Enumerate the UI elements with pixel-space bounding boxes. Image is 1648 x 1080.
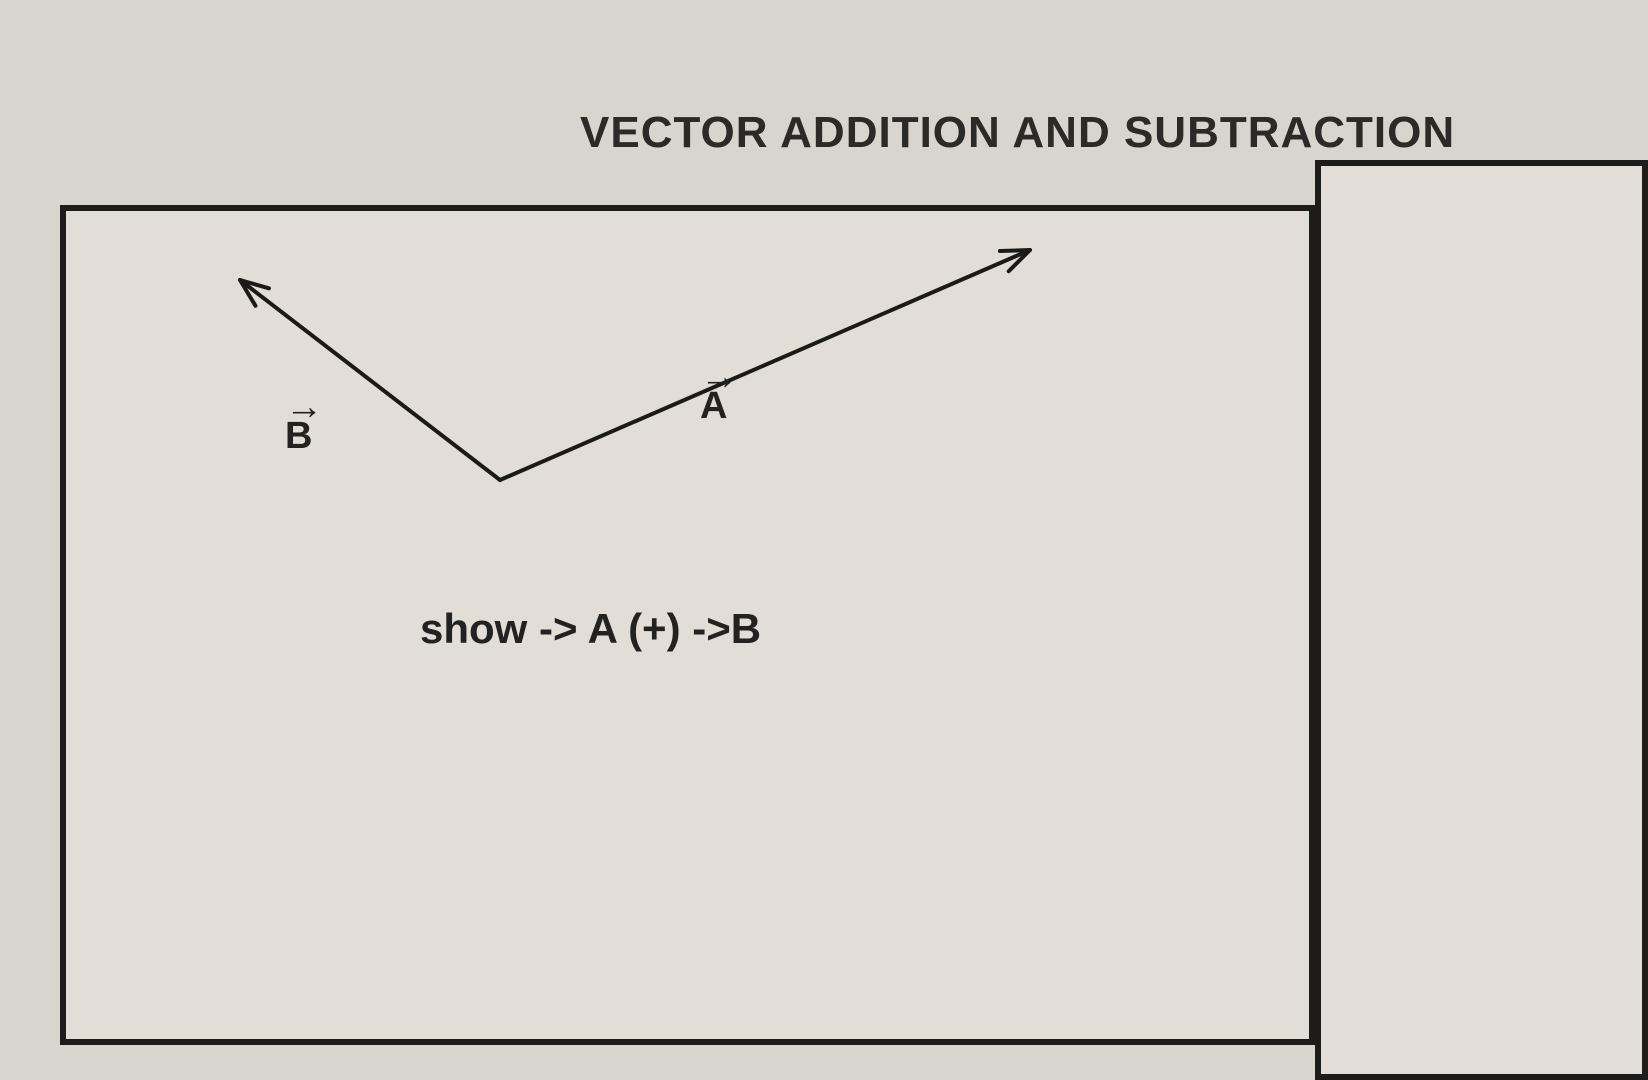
vector-B	[240, 280, 500, 480]
vector-A-label-text: A	[700, 385, 727, 427]
vector-B-label: → B	[285, 400, 321, 458]
vector-A-label: → A	[700, 370, 736, 428]
instruction-text: show -> A (+) ->B	[420, 605, 761, 653]
vector-B-line	[240, 280, 500, 480]
vector-svg	[0, 0, 1648, 1080]
vector-A-line	[500, 250, 1030, 480]
vector-A	[500, 250, 1030, 480]
instruction-text-value: show -> A (+) ->B	[420, 605, 761, 652]
page: VECTOR ADDITION AND SUBTRACTION → A → B …	[0, 0, 1648, 1080]
arrow-over-icon: →	[285, 400, 321, 415]
vector-B-label-text: B	[285, 415, 312, 457]
arrow-over-icon: →	[700, 370, 736, 385]
